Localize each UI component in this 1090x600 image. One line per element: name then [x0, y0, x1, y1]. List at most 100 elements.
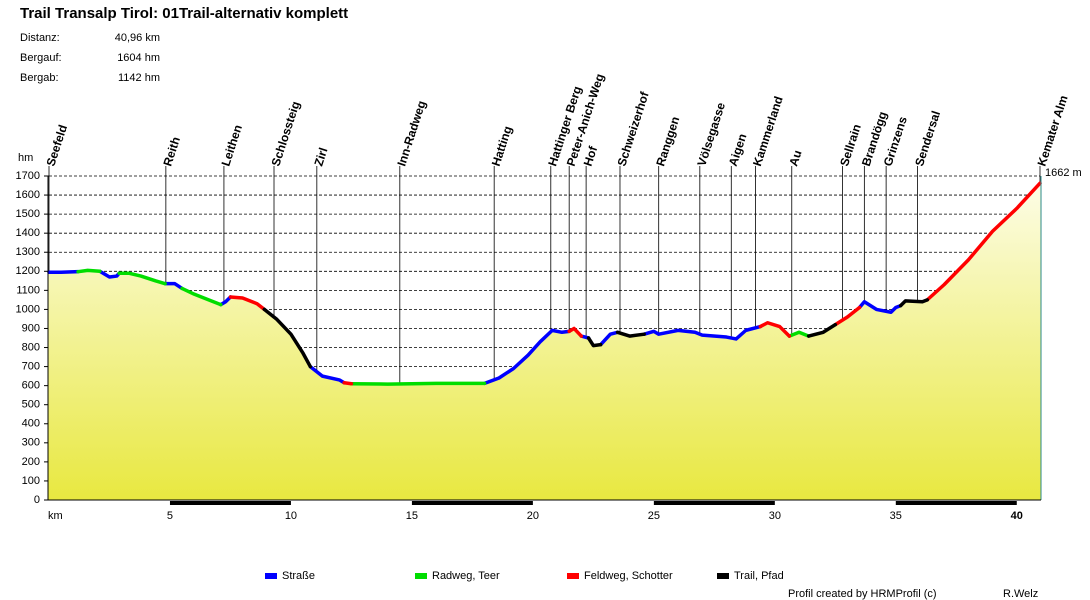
profile-area: [808, 323, 836, 501]
x-tick-label: 25: [648, 510, 660, 522]
waypoint-label: Kammerland: [750, 94, 786, 167]
y-tick-label: 1200: [16, 265, 40, 277]
profile-area: [759, 322, 790, 501]
profile-area: [859, 301, 902, 501]
y-tick-label: 900: [22, 322, 40, 334]
profile-line: [219, 295, 233, 307]
legend-swatch: [717, 573, 729, 579]
profile-area: [617, 331, 645, 501]
profile-area: [48, 271, 79, 501]
waypoint-label: Reith: [160, 135, 183, 168]
y-tick-label: 1100: [16, 284, 40, 296]
waypoint-label: Zirl: [311, 146, 330, 168]
waypoint-label: Seefeld: [44, 123, 71, 168]
y-tick-label: 200: [22, 456, 40, 468]
profile-line: [758, 321, 792, 338]
profile-line: [180, 286, 223, 307]
profile-area: [834, 306, 861, 501]
profile-line: [642, 324, 763, 341]
y-tick-label: 1000: [16, 303, 40, 315]
info-label: Bergauf:: [20, 52, 62, 64]
legend-label: Feldweg, Schotter: [584, 570, 673, 582]
profile-area: [350, 382, 485, 501]
waypoint-label: Sendersal: [912, 109, 943, 168]
waypoint-label: Hof: [581, 144, 601, 168]
profile-line: [98, 269, 121, 279]
profile-area: [600, 331, 619, 501]
y-tick-label: 700: [22, 360, 40, 372]
profile-area: [309, 365, 345, 501]
x-tick-label: 10: [285, 510, 297, 522]
profile-line: [228, 295, 267, 312]
y-tick-label: 400: [22, 418, 40, 430]
profile-area: [926, 181, 1041, 501]
profile-line: [567, 326, 584, 338]
profile-area: [263, 308, 311, 501]
info-label: Bergab:: [20, 72, 59, 84]
waypoint-label: Ranggen: [653, 115, 682, 168]
profile-line: [806, 322, 838, 338]
info-label: Distanz:: [20, 32, 60, 44]
y-tick-label: 1700: [16, 170, 40, 182]
info-value: 1604 hm: [117, 52, 160, 64]
profile-line: [925, 181, 1042, 302]
waypoint-label: Völsegasse: [694, 100, 728, 167]
profile-area: [568, 327, 582, 501]
info-value: 1142 hm: [118, 72, 160, 84]
profile-line: [349, 381, 487, 386]
profile-area: [580, 335, 590, 501]
profile-area: [220, 295, 231, 501]
profile-line: [833, 305, 862, 327]
waypoint-label: Inn-Radweg: [394, 99, 428, 168]
x-axis-label: km: [48, 510, 63, 522]
profile-line: [342, 381, 354, 386]
profile-area: [643, 325, 761, 501]
profile-line: [117, 271, 167, 286]
profile-line: [857, 300, 903, 315]
footer-author: R.Welz: [1003, 588, 1038, 600]
legend-swatch: [567, 573, 579, 579]
y-tick-label: 1300: [16, 246, 40, 258]
profile-area: [118, 272, 166, 501]
profile-line: [47, 269, 80, 274]
info-value: 40,96 km: [115, 32, 160, 44]
x-scale-bar: [411, 501, 533, 505]
y-axis-label: hm: [18, 152, 33, 164]
x-scale-bar: [169, 501, 291, 505]
profile-area: [588, 336, 602, 501]
y-tick-label: 1600: [16, 189, 40, 201]
profile-line: [163, 281, 184, 291]
waypoint-label: Schweizerhof: [615, 89, 653, 168]
y-tick-label: 1500: [16, 208, 40, 220]
legend-label: Radweg, Teer: [432, 570, 500, 582]
y-tick-label: 0: [34, 494, 40, 506]
footer-credit: Profil created by HRMProfil (c): [788, 588, 937, 600]
x-scale-bar: [895, 501, 1017, 505]
waypoint-label: Aigen: [726, 132, 750, 168]
x-scale-bar: [653, 501, 775, 505]
x-tick-label: 15: [406, 510, 418, 522]
profile-area: [164, 283, 183, 501]
waypoint-label: Leithen: [218, 123, 245, 168]
waypoint-label: Schlossteig: [269, 100, 303, 168]
profile-line: [598, 330, 620, 347]
profile-line: [615, 330, 646, 338]
y-tick-label: 500: [22, 399, 40, 411]
x-tick-label: 40: [1011, 510, 1023, 522]
legend-label: Straße: [282, 570, 315, 582]
waypoint-label: Kemater Alm: [1035, 94, 1071, 168]
y-tick-label: 600: [22, 380, 40, 392]
y-tick-label: 1400: [16, 227, 40, 239]
profile-area: [343, 382, 352, 501]
profile-area: [77, 269, 101, 501]
waypoint-label: Au: [786, 148, 804, 168]
y-tick-label: 800: [22, 341, 40, 353]
profile-area: [181, 287, 222, 501]
y-tick-label: 100: [22, 475, 40, 487]
profile-area: [99, 270, 120, 501]
profile-area: [788, 331, 810, 501]
profile-line: [308, 364, 346, 385]
x-tick-label: 5: [167, 510, 173, 522]
